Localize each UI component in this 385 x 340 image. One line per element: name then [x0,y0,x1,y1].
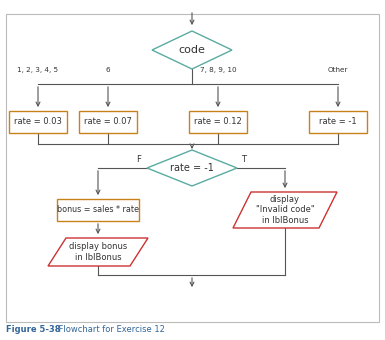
Text: Flowchart for Exercise 12: Flowchart for Exercise 12 [48,325,165,335]
Text: rate = 0.12: rate = 0.12 [194,118,242,126]
Text: 1, 2, 3, 4, 5: 1, 2, 3, 4, 5 [17,67,59,73]
Text: Figure 5-38: Figure 5-38 [6,325,60,335]
Text: Other: Other [328,67,348,73]
Text: T: T [241,155,246,165]
Text: rate = -1: rate = -1 [170,163,214,173]
Text: display bonus
in lblBonus: display bonus in lblBonus [69,242,127,262]
Bar [57,199,139,221]
Text: display
"Invalid code"
in lblBonus: display "Invalid code" in lblBonus [256,195,314,225]
Text: code: code [179,45,206,55]
Text: 7, 8, 9, 10: 7, 8, 9, 10 [200,67,236,73]
Text: rate = 0.07: rate = 0.07 [84,118,132,126]
Text: 6: 6 [106,67,110,73]
Bar [309,111,367,133]
Bar [79,111,137,133]
Bar [189,111,247,133]
Text: bonus = sales * rate: bonus = sales * rate [57,205,139,215]
Text: rate = -1: rate = -1 [319,118,357,126]
Text: rate = 0.03: rate = 0.03 [14,118,62,126]
Text: F: F [136,155,141,165]
Bar [9,111,67,133]
